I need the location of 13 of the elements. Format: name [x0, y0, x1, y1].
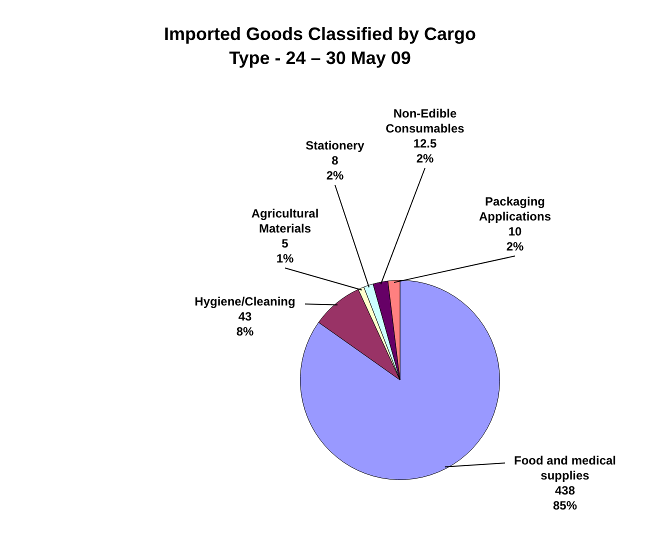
- slice-label: Packaging Applications: [478, 194, 552, 224]
- slice-label: Non-Edible Consumables: [386, 106, 465, 136]
- slice-label: Food and medical supplies: [514, 453, 616, 482]
- data-label: 5 1%: [276, 236, 294, 266]
- slice-label: Agricultural Materials: [251, 206, 319, 236]
- data-label: 10 2%: [506, 224, 524, 254]
- slice-label: Hygiene/Cleaning: [194, 294, 296, 308]
- data-label: 43 8%: [236, 309, 254, 338]
- data-label: 8 2%: [326, 153, 344, 182]
- data-label: 438 85%: [552, 483, 578, 512]
- slice-label: Stationery: [306, 138, 365, 152]
- data-label: 12.5 2%: [413, 136, 437, 166]
- chart-title: Imported Goods Classified by Cargo Type - 24 – 30 May 09: [162, 23, 478, 70]
